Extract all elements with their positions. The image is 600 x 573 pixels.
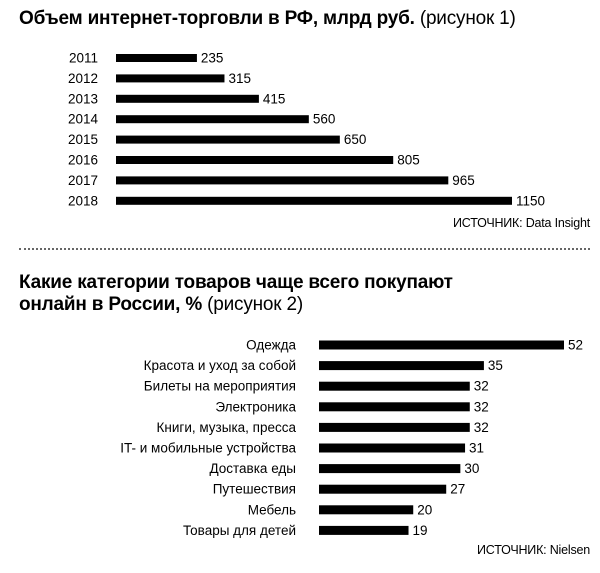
- chart2-category-label: Книги, музыка, пресса: [157, 420, 297, 435]
- chart2-category-label: Электроника: [215, 399, 296, 414]
- chart2-bar: [319, 402, 470, 412]
- chart2-bar: [319, 422, 470, 432]
- chart2-value-label: 52: [568, 338, 583, 353]
- chart2-category-label: Доставка еды: [209, 461, 296, 476]
- chart2-value-label: 35: [488, 358, 503, 373]
- chart1-category-label: 2016: [68, 153, 98, 168]
- chart2-title-line1: Какие категории товаров чаще всего покуп…: [19, 272, 453, 293]
- chart1-value-label: 805: [397, 153, 420, 168]
- chart2-value-label: 32: [474, 420, 489, 435]
- chart2-category-label: Билеты на мероприятия: [144, 379, 296, 394]
- chart1-subtitle: (рисунок 1): [419, 8, 516, 29]
- chart1-plot: 2011 235 2012 315 2013 415 2014 560 2015 650 2016 8…: [68, 51, 545, 209]
- chart1-value-label: 415: [263, 91, 286, 106]
- chart2-bar: [319, 525, 409, 535]
- chart2-category-label: Путешествия: [213, 482, 296, 497]
- chart1-bar: [116, 176, 449, 185]
- chart2-bar: [319, 361, 484, 371]
- section-divider: [19, 248, 590, 250]
- chart1-value-label: 560: [313, 112, 336, 127]
- chart1-bar: [116, 115, 309, 124]
- chart2-title-line2: онлайн в России, %: [19, 294, 203, 315]
- chart2-title: Какие категории товаров чаще всего покуп…: [19, 272, 453, 316]
- chart1-value-label: 1150: [516, 193, 545, 208]
- chart2-category-label: Мебель: [248, 502, 296, 517]
- chart2-category-label: IT- и мобильные устройства: [120, 441, 296, 456]
- chart2-bar: [319, 340, 564, 350]
- chart1-category-label: 2015: [68, 132, 98, 147]
- chart1-category-label: 2011: [69, 51, 98, 66]
- chart2-bar: [319, 464, 461, 474]
- chart1-value-label: 315: [228, 71, 251, 86]
- chart1-title-main: Объем интернет-торговли в РФ, млрд руб.: [19, 8, 415, 29]
- chart2-source: ИСТОЧНИК: Nielsen: [477, 543, 590, 557]
- chart1-bar: [116, 74, 225, 83]
- chart1-bar: [116, 156, 394, 164]
- chart2-plot: Одежда 52 Красота и уход за собой 35 Билеты …: [120, 338, 583, 538]
- chart2-category-label: Красота и уход за собой: [144, 358, 296, 373]
- chart1-source: ИСТОЧНИК: Data Insight: [453, 216, 590, 230]
- chart1-category-label: 2014: [68, 112, 99, 127]
- chart1-title: Объем интернет-торговли в РФ, млрд руб. …: [19, 8, 516, 30]
- chart1-value-label: 965: [452, 173, 475, 188]
- chart2-value-label: 32: [474, 399, 489, 414]
- chart2-value-label: 31: [469, 441, 484, 456]
- chart1-category-label: 2017: [68, 173, 98, 188]
- chart1-category-label: 2018: [68, 193, 98, 208]
- chart1-bar: [116, 135, 340, 144]
- chart1-value-label: 650: [344, 132, 367, 147]
- chart1-category-label: 2012: [68, 71, 98, 86]
- chart2-bar: [319, 443, 466, 453]
- chart2-subtitle: (рисунок 2): [207, 294, 303, 315]
- chart1-bar: [116, 54, 197, 62]
- chart2-value-label: 30: [464, 461, 479, 476]
- chart1-value-label: 235: [201, 51, 224, 66]
- chart2-category-label: Товары для детей: [183, 523, 296, 538]
- chart1-category-label: 2013: [68, 91, 98, 106]
- chart2-value-label: 32: [474, 379, 489, 394]
- chart2-value-label: 19: [413, 523, 428, 538]
- chart2-bar: [319, 505, 414, 515]
- chart2-bar: [319, 381, 470, 391]
- chart2-value-label: 20: [417, 502, 432, 517]
- chart2-category-label: Одежда: [246, 338, 296, 353]
- chart1-bar: [116, 196, 512, 205]
- chart1-bar: [116, 94, 259, 103]
- chart2-bar: [319, 484, 447, 494]
- chart2-value-label: 27: [450, 482, 465, 497]
